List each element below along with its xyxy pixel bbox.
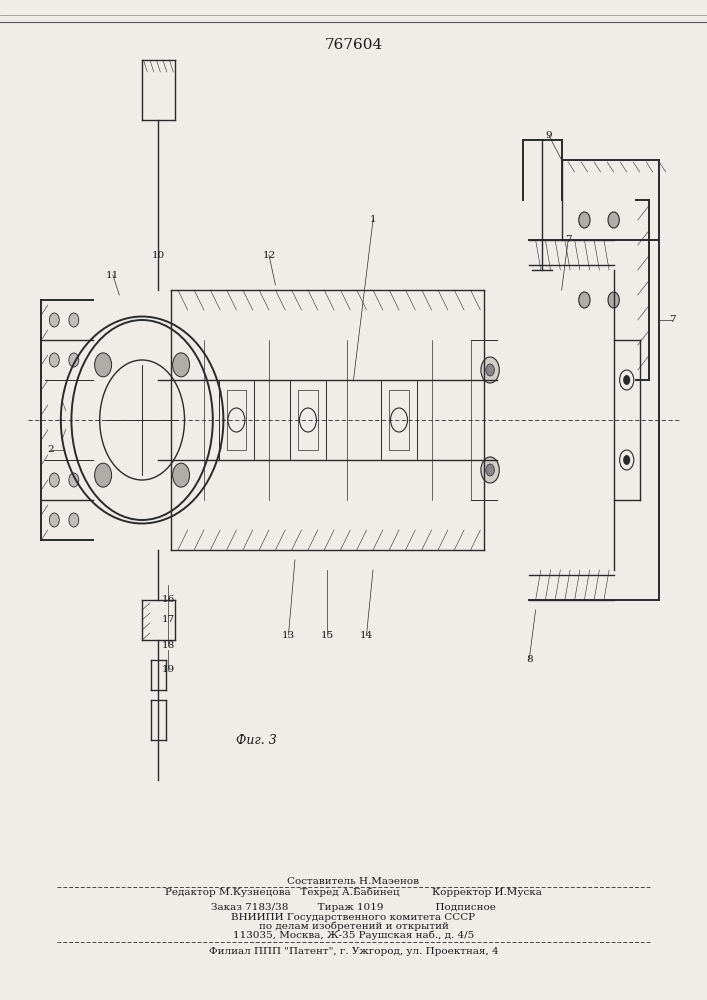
Circle shape — [49, 353, 59, 367]
Text: 18: 18 — [161, 641, 175, 650]
Text: по делам изобретений и открытий: по делам изобретений и открытий — [259, 921, 448, 931]
Text: Заказ 7183/38         Тираж 1019                Подписное: Заказ 7183/38 Тираж 1019 Подписное — [211, 904, 496, 912]
Text: Редактор М.Кузнецова   Техред А.Бабинец          Корректор И.Муска: Редактор М.Кузнецова Техред А.Бабинец Ко… — [165, 887, 542, 897]
Circle shape — [623, 375, 630, 385]
Bar — [381, 380, 417, 460]
Bar — [390, 390, 409, 450]
Text: 15: 15 — [321, 631, 334, 640]
Text: 8: 8 — [526, 656, 532, 664]
Text: Составитель Н.Маэенов: Составитель Н.Маэенов — [288, 878, 419, 886]
Circle shape — [69, 473, 78, 487]
Circle shape — [95, 463, 112, 487]
Circle shape — [579, 212, 590, 228]
Circle shape — [608, 212, 619, 228]
Circle shape — [49, 513, 59, 527]
Circle shape — [173, 463, 189, 487]
Circle shape — [608, 292, 619, 308]
Text: 13: 13 — [282, 631, 295, 640]
Text: 1: 1 — [370, 216, 376, 225]
Circle shape — [69, 353, 78, 367]
Circle shape — [49, 313, 59, 327]
Circle shape — [481, 457, 499, 483]
Text: 11: 11 — [106, 270, 119, 279]
Circle shape — [49, 473, 59, 487]
Bar — [290, 380, 326, 460]
Circle shape — [95, 353, 112, 377]
Circle shape — [69, 513, 78, 527]
Text: 16: 16 — [161, 595, 175, 604]
Text: 19: 19 — [161, 666, 175, 674]
Bar — [227, 390, 246, 450]
Text: 7: 7 — [669, 316, 675, 324]
Circle shape — [623, 455, 630, 465]
Text: 2: 2 — [48, 446, 54, 454]
Text: Филиал ППП "Патент", г. Ужгород, ул. Проектная, 4: Филиал ППП "Патент", г. Ужгород, ул. Про… — [209, 948, 498, 956]
Circle shape — [173, 353, 189, 377]
Bar — [218, 380, 255, 460]
Text: Фиг. 3: Фиг. 3 — [235, 734, 276, 746]
Text: 10: 10 — [152, 250, 165, 259]
Circle shape — [579, 292, 590, 308]
Circle shape — [481, 357, 499, 383]
Text: ВНИИПИ Государственного комитета СССР: ВНИИПИ Государственного комитета СССР — [231, 912, 476, 922]
Text: 14: 14 — [360, 631, 373, 640]
Text: 113035, Москва, Ж-35 Раушская наб., д. 4/5: 113035, Москва, Ж-35 Раушская наб., д. 4… — [233, 930, 474, 940]
Circle shape — [486, 364, 494, 376]
Text: 7: 7 — [565, 235, 571, 244]
Circle shape — [69, 313, 78, 327]
Text: 9: 9 — [545, 130, 552, 139]
Bar — [298, 390, 317, 450]
Text: 17: 17 — [161, 615, 175, 624]
Text: 767604: 767604 — [325, 38, 382, 52]
Text: 12: 12 — [262, 250, 276, 259]
Circle shape — [486, 464, 494, 476]
